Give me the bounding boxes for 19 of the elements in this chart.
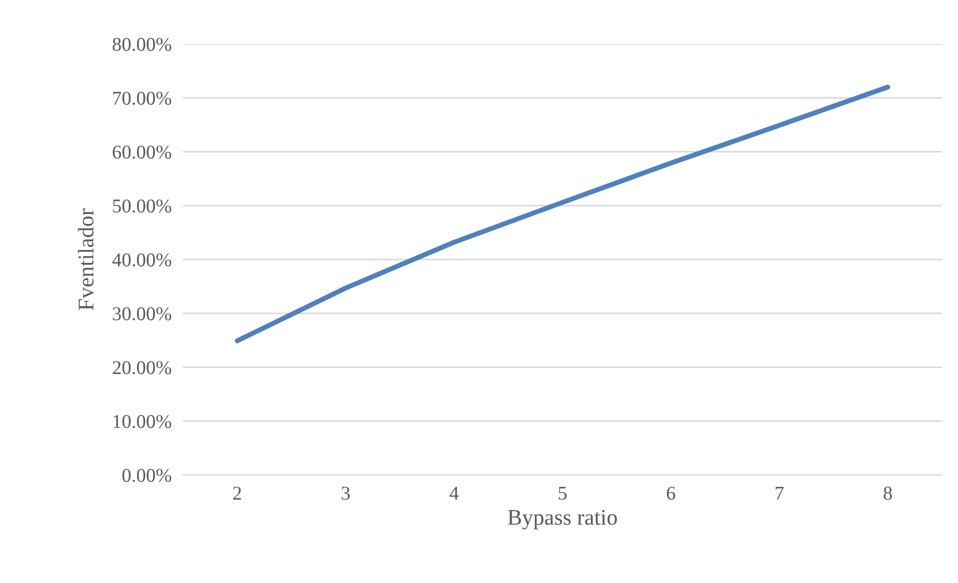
x-tick-label: 5 bbox=[558, 486, 567, 500]
y-tick-label: 80.00% bbox=[112, 38, 172, 52]
y-axis-title: Fventilador bbox=[78, 208, 94, 310]
y-tick-label: 50.00% bbox=[113, 199, 172, 213]
x-tick-label: 3 bbox=[342, 486, 350, 500]
x-tick-label: 4 bbox=[450, 486, 459, 500]
y-tick-label: 70.00% bbox=[113, 92, 172, 105]
x-tick-label: 2 bbox=[233, 486, 242, 500]
y-tick-label: 40.00% bbox=[112, 253, 172, 267]
y-tick-label: 0.00% bbox=[122, 468, 172, 482]
x-tick-label: 7 bbox=[776, 486, 784, 500]
y-tick-label: 10.00% bbox=[114, 414, 172, 428]
x-axis-title: Bypass ratio bbox=[508, 510, 617, 530]
y-tick-label: 20.00% bbox=[112, 361, 172, 374]
x-tick-label: 6 bbox=[666, 486, 676, 500]
y-tick-label: 30.00% bbox=[112, 307, 172, 320]
line-series bbox=[234, 84, 890, 344]
y-tick-label: 60.00% bbox=[112, 146, 172, 159]
x-tick-label: 8 bbox=[884, 486, 892, 500]
